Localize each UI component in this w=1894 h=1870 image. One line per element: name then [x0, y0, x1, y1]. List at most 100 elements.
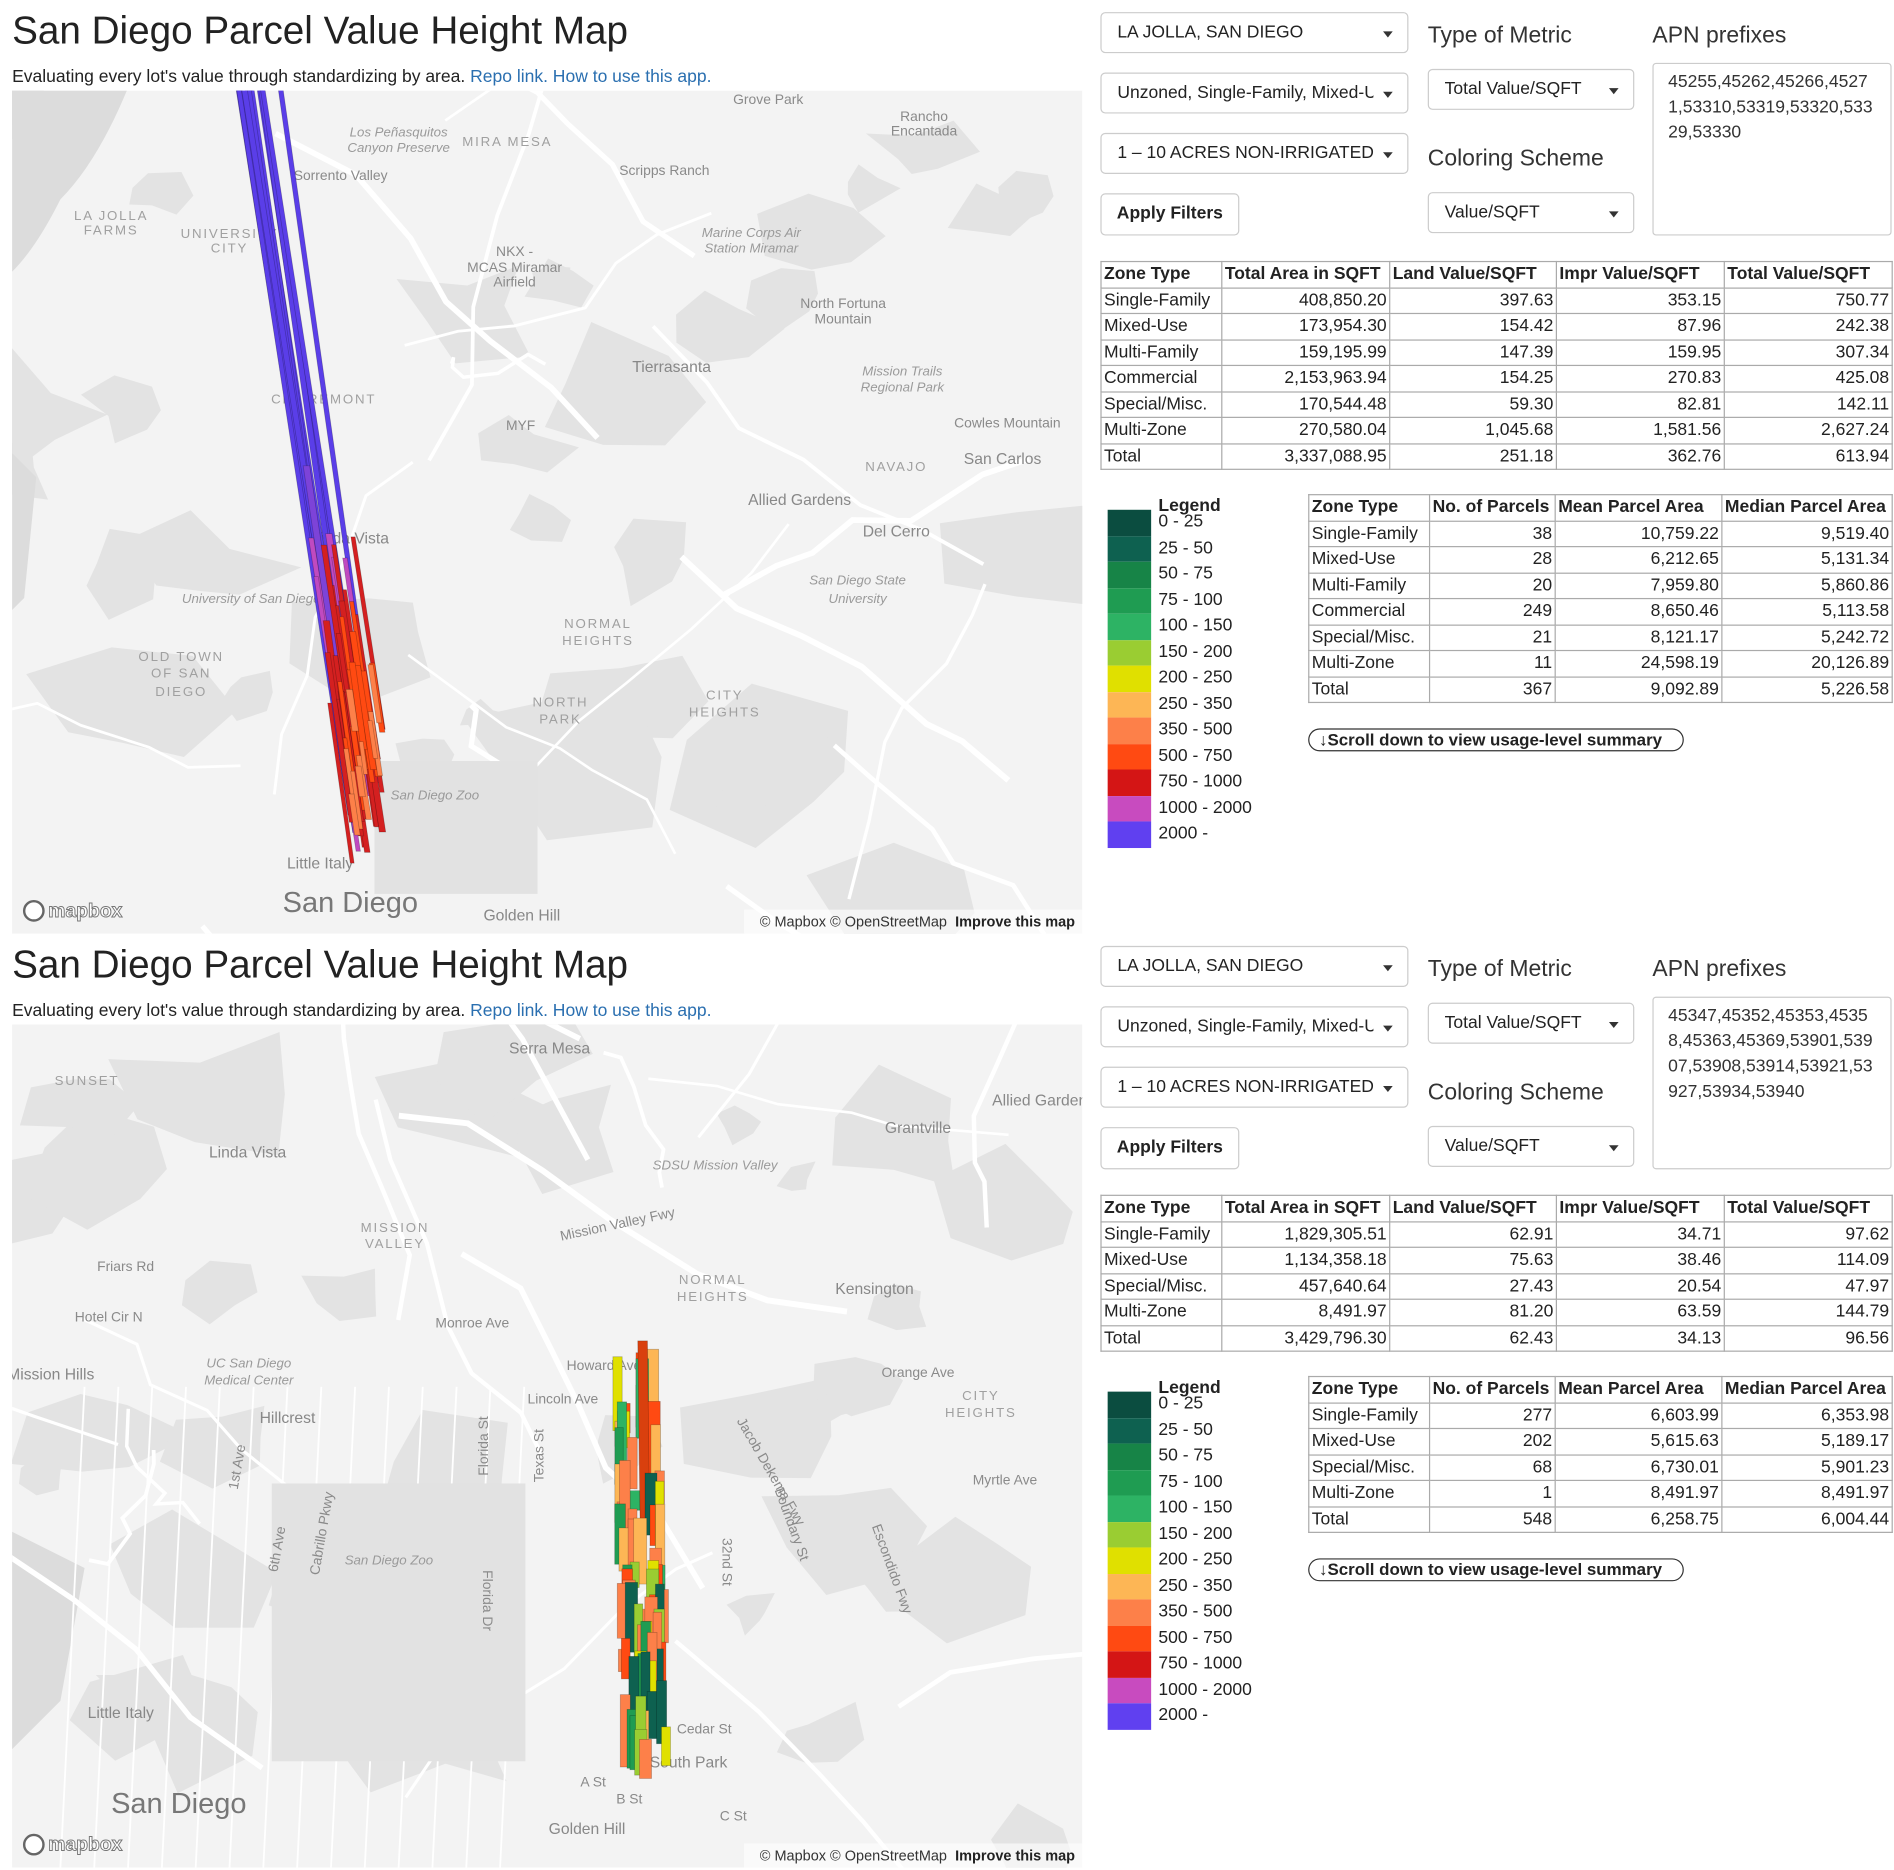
mapbox-logo[interactable]: mapbox [48, 900, 123, 922]
dropdown-value: Unzoned, Single-Family, Mixed-Use [1117, 83, 1374, 103]
lot-size-dropdown[interactable]: 1 – 10 ACRES NON-IRRIGATED, [1100, 1066, 1409, 1108]
link[interactable]: Repo link. [470, 1001, 548, 1021]
parcel-extrusion[interactable] [348, 661, 368, 750]
dropdown-caret [1383, 1025, 1393, 1032]
table-row: Commercial 249 8,650.46 5,113.58 [1308, 597, 1893, 626]
legend-label: 25 - 50 [1158, 538, 1213, 558]
number-cell: 270,580.04 [1221, 416, 1391, 444]
zone-dropdown[interactable]: Unzoned, Single-Family, Mixed-Use [1100, 72, 1409, 114]
map-label: 1st Ave [225, 1443, 249, 1491]
number-cell: 8,491.97 [1721, 1479, 1893, 1507]
legend-label: 100 - 150 [1158, 1497, 1233, 1518]
apn-textarea[interactable]: 45347,45352,45353,45358,45363,45369,5390… [1652, 996, 1892, 1170]
terrain [867, 1284, 927, 1331]
scroll-button[interactable]: ↓Scroll down to view usage-level summary [1308, 728, 1684, 752]
attribution[interactable]: © Mapbox © OpenStreetMap [760, 915, 947, 931]
dropdown-caret [1608, 211, 1619, 218]
zone-cell: Commercial [1100, 364, 1223, 392]
number-cell: 154.25 [1389, 364, 1557, 392]
number-cell: 750.77 [1723, 286, 1893, 315]
map-label: Allied Gardens [992, 1092, 1082, 1109]
zone-dropdown[interactable]: Unzoned, Single-Family, Mixed-Use [1100, 1006, 1409, 1048]
column-header: Zone Type [1100, 1194, 1223, 1222]
number-cell: 5,242.72 [1721, 623, 1893, 652]
legend-swatch [1107, 639, 1152, 666]
terrain [301, 1268, 377, 1321]
parcel-extrusion[interactable] [354, 765, 366, 798]
legend-label: 0 - 25 [1158, 512, 1204, 532]
map-label: University [829, 591, 889, 606]
coloring-dropdown[interactable]: Value/SQFT [1427, 192, 1635, 234]
terrain [998, 170, 1054, 224]
terrain [26, 1107, 167, 1230]
number-cell: 20,126.89 [1721, 649, 1893, 678]
terrain [524, 258, 594, 308]
legend-label: 75 - 100 [1158, 590, 1223, 610]
parcel-extrusion[interactable] [661, 1726, 671, 1766]
table-row: Multi-Zone 1 8,491.97 8,491.97 [1308, 1479, 1893, 1507]
apn-label: APN prefixes [1652, 22, 1787, 49]
parcel-extrusion[interactable] [348, 793, 361, 836]
link[interactable]: How to use this app. [552, 67, 712, 87]
parcel-extrusion[interactable] [620, 1638, 631, 1680]
metric-dropdown[interactable]: Total Value/SQFT [1427, 1002, 1635, 1044]
zone-cell: Commercial [1308, 597, 1431, 626]
legend-label: 1000 - 2000 [1158, 1679, 1252, 1700]
apn-textarea[interactable]: 45255,45262,45266,45271,53310,53319,5332… [1652, 62, 1892, 236]
summary-table: Zone Type No. of Parcels Mean Parcel Area M… [1308, 1375, 1893, 1533]
map-label: Del Cerro [863, 523, 930, 540]
apply-button[interactable]: Apply Filters [1100, 193, 1240, 236]
terrain [785, 730, 846, 766]
parcel-extrusion[interactable] [327, 702, 355, 864]
mapbox-logo[interactable]: mapbox [48, 1834, 123, 1856]
legend-swatch [1107, 1469, 1152, 1496]
legend-label: 250 - 350 [1158, 1575, 1233, 1596]
parcel-extrusion[interactable] [367, 664, 383, 724]
link[interactable]: How to use this app. [552, 1001, 712, 1021]
terrain [129, 172, 194, 215]
map-label: Cedar St [677, 1720, 732, 1736]
map-label: Friars Rd [97, 1258, 154, 1274]
community-dropdown[interactable]: LA JOLLA, SAN DIEGO [1100, 12, 1409, 54]
number-cell: 613.94 [1723, 442, 1893, 470]
improve-map[interactable]: Improve this map [955, 1848, 1075, 1864]
map-label: Hillcrest [260, 1410, 316, 1427]
column-header: Total Area in SQFT [1221, 260, 1391, 289]
map-label: UC San Diego [206, 1355, 291, 1370]
community-dropdown[interactable]: LA JOLLA, SAN DIEGO [1100, 945, 1409, 987]
legend-swatch [1107, 1573, 1152, 1600]
apply-button[interactable]: Apply Filters [1100, 1127, 1240, 1170]
map-label: Encantada [891, 122, 958, 138]
road [679, 554, 1011, 783]
legend-swatch [1107, 509, 1152, 536]
parcel-extrusion[interactable] [367, 720, 379, 759]
map[interactable]: Serra Mesa SUNSET Linda Vista Grantville All… [12, 1024, 1083, 1868]
metric-dropdown[interactable]: Total Value/SQFT [1427, 68, 1635, 110]
number-cell: 6,353.98 [1721, 1401, 1893, 1430]
terrain [18, 1456, 63, 1496]
improve-map[interactable]: Improve this map [955, 915, 1075, 931]
lot-size-dropdown[interactable]: 1 – 10 ACRES NON-IRRIGATED, [1100, 132, 1409, 174]
scroll-button[interactable]: ↓Scroll down to view usage-level summary [1308, 1558, 1684, 1582]
parcel-extrusion[interactable] [629, 1490, 641, 1511]
link[interactable]: Repo link. [470, 67, 548, 87]
zone-cell: Single-Family [1308, 520, 1431, 548]
map-label: MIRA MESA [462, 134, 552, 149]
legend-label: 750 - 1000 [1158, 771, 1243, 792]
parcel-extrusion[interactable] [324, 652, 355, 823]
zone-cell: Special/Misc. [1100, 390, 1223, 418]
parcel-extrusion[interactable] [358, 741, 369, 775]
attribution[interactable]: © Mapbox © OpenStreetMap [760, 1848, 947, 1864]
legend-label: 100 - 150 [1158, 616, 1233, 636]
legend-label: 500 - 750 [1158, 745, 1233, 766]
parcel-extrusion[interactable] [639, 1739, 652, 1779]
map-label: A St [580, 1774, 606, 1790]
terrain [181, 1260, 258, 1325]
map-label: Marine Corps Air [702, 225, 802, 240]
map-label: NORMAL [564, 616, 632, 631]
parcel-extrusion[interactable] [345, 689, 359, 732]
parcel-extrusion[interactable] [350, 770, 364, 830]
legend-label: 500 - 750 [1158, 1627, 1233, 1648]
coloring-dropdown[interactable]: Value/SQFT [1427, 1125, 1635, 1167]
